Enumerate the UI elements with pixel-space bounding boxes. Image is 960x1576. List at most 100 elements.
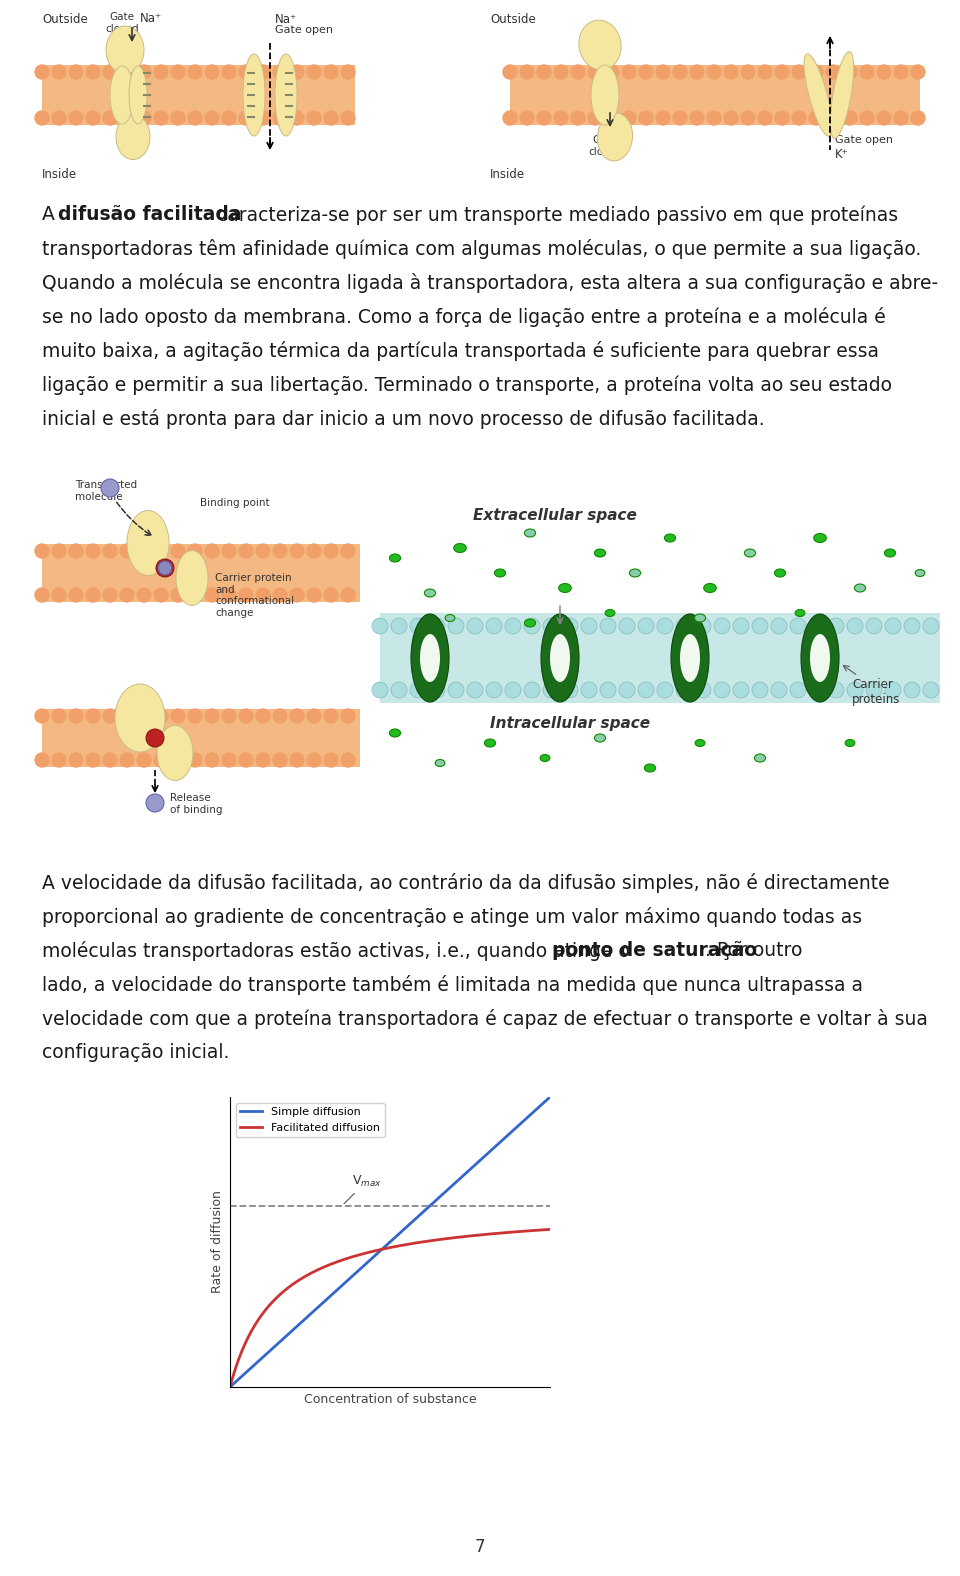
Circle shape [860, 110, 874, 125]
Circle shape [372, 682, 388, 698]
Circle shape [809, 682, 825, 698]
Y-axis label: Rate of diffusion: Rate of diffusion [211, 1190, 225, 1294]
Facilitated diffusion [414, 1232, 425, 1251]
Text: Outside: Outside [490, 13, 536, 25]
Circle shape [619, 682, 635, 698]
Circle shape [188, 709, 202, 723]
Circle shape [503, 65, 517, 79]
Circle shape [524, 618, 540, 634]
Circle shape [205, 588, 219, 602]
Circle shape [137, 110, 151, 125]
Facilitated diffusion [420, 1232, 432, 1251]
Ellipse shape [755, 753, 766, 763]
Bar [42, 709, 360, 768]
Circle shape [752, 618, 768, 634]
Circle shape [35, 544, 49, 558]
Circle shape [69, 65, 83, 79]
Circle shape [826, 65, 840, 79]
Circle shape [571, 110, 585, 125]
Circle shape [866, 682, 882, 698]
Circle shape [239, 110, 253, 125]
Circle shape [605, 65, 619, 79]
Circle shape [239, 65, 253, 79]
Circle shape [657, 682, 673, 698]
Circle shape [771, 682, 787, 698]
Circle shape [120, 709, 134, 723]
Ellipse shape [630, 569, 640, 577]
Ellipse shape [540, 755, 550, 761]
Ellipse shape [390, 555, 400, 563]
Circle shape [101, 479, 119, 496]
Circle shape [290, 588, 304, 602]
Circle shape [866, 618, 882, 634]
Circle shape [554, 65, 568, 79]
Circle shape [911, 110, 925, 125]
Circle shape [35, 709, 49, 723]
Ellipse shape [110, 66, 134, 125]
Circle shape [86, 65, 100, 79]
Circle shape [52, 65, 66, 79]
Circle shape [622, 110, 636, 125]
Circle shape [35, 110, 49, 125]
Circle shape [324, 65, 338, 79]
Circle shape [154, 65, 168, 79]
Text: Na⁺: Na⁺ [140, 13, 162, 25]
Circle shape [554, 110, 568, 125]
Ellipse shape [801, 615, 839, 701]
Circle shape [86, 544, 100, 558]
Circle shape [239, 544, 253, 558]
Circle shape [911, 65, 925, 79]
Circle shape [372, 618, 388, 634]
Ellipse shape [795, 610, 804, 616]
Circle shape [290, 544, 304, 558]
Text: A velocidade da difusão facilitada, ao contrário da da difusão simples, não é di: A velocidade da difusão facilitada, ao c… [42, 873, 890, 894]
Circle shape [752, 682, 768, 698]
Circle shape [429, 618, 445, 634]
Simple diffusion [420, 1199, 432, 1218]
Circle shape [120, 110, 134, 125]
Circle shape [537, 65, 551, 79]
Circle shape [256, 753, 270, 768]
Circle shape [205, 110, 219, 125]
Circle shape [256, 588, 270, 602]
Circle shape [792, 65, 806, 79]
Text: Binding point: Binding point [200, 498, 270, 507]
Text: lado, a velocidade do transporte também é limitada na medida que nunca ultrapass: lado, a velocidade do transporte também … [42, 976, 863, 994]
Facilitated diffusion [225, 1377, 236, 1396]
Circle shape [524, 682, 540, 698]
Text: Carrier protein
and
conformational
change: Carrier protein and conformational chang… [215, 574, 294, 618]
Circle shape [448, 618, 464, 634]
Circle shape [158, 561, 172, 575]
Circle shape [239, 709, 253, 723]
Circle shape [695, 618, 711, 634]
Circle shape [673, 110, 687, 125]
Circle shape [154, 709, 168, 723]
Circle shape [826, 110, 840, 125]
Circle shape [775, 65, 789, 79]
Circle shape [758, 110, 772, 125]
Text: Release
of binding: Release of binding [170, 793, 223, 815]
Circle shape [341, 588, 355, 602]
Circle shape [410, 618, 426, 634]
Ellipse shape [115, 684, 165, 752]
Circle shape [792, 110, 806, 125]
Circle shape [600, 682, 616, 698]
Ellipse shape [704, 583, 716, 593]
Ellipse shape [594, 548, 606, 556]
Text: se no lado oposto da membrana. Como a força de ligação entre a proteína e a molé: se no lado oposto da membrana. Como a fo… [42, 307, 886, 326]
Circle shape [410, 682, 426, 698]
Circle shape [733, 618, 749, 634]
Circle shape [904, 682, 920, 698]
Circle shape [639, 65, 653, 79]
Circle shape [690, 110, 704, 125]
Circle shape [290, 110, 304, 125]
Facilitated diffusion [515, 1221, 526, 1240]
Text: Extracellular space: Extracellular space [473, 507, 636, 523]
Circle shape [137, 709, 151, 723]
Text: Intracellular space: Intracellular space [490, 716, 650, 731]
Ellipse shape [775, 569, 785, 577]
Bar [42, 544, 360, 602]
Ellipse shape [744, 548, 756, 556]
Facilitated diffusion [415, 1232, 426, 1251]
Circle shape [273, 65, 287, 79]
